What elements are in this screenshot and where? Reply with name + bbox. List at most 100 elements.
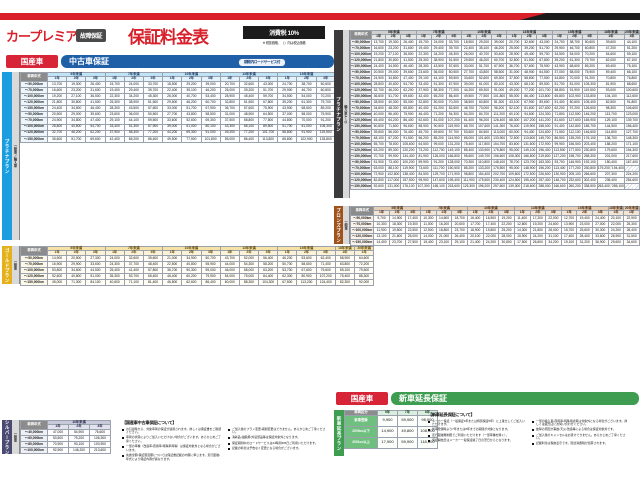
price-cell: 124,400 [315, 279, 336, 287]
plan-gold-table-host: 車両年式 5年未満 7年未満 10年未満 13年未満 15年未満 18年未満 20年未満 1年 2… [20, 245, 375, 287]
plan-silver-name: シルバープラン [5, 419, 10, 455]
price-cell: 45,000 [46, 279, 68, 287]
row-category-label: 2001cc以上 [344, 436, 378, 449]
price-cell: 29,100 [451, 238, 468, 246]
price-cell: 46,800 [162, 279, 183, 287]
price-cell: 49,500 [162, 135, 183, 143]
price-cell: 77,500 [181, 135, 202, 143]
tax-sub-label: ※ 税抜価格、（ ）内は税込価格 [262, 41, 306, 45]
column-term-header: 2年 [566, 34, 583, 40]
table-corner-header: 車両年式 [20, 246, 48, 256]
price-cell: 65,200 [123, 135, 144, 143]
plan-silver-tab: シルバープラン [2, 419, 12, 455]
price-cell: 92,600 [371, 182, 387, 190]
price-cell: 19,100 [560, 238, 578, 246]
table-row: 〜150,000km 70,700 99,900 134,400 81,900 126,0… [349, 152, 640, 160]
table-row: 〜120,000km 32,700 46,200 62,200 37,900 58,300… [349, 86, 640, 94]
plan-bronze: ブロンズプラン 一般車 車両年式 5年未満 7年未満 10年未満 13年未満 15年未満 1… [334, 205, 640, 246]
price-cell: 139,300 [506, 182, 523, 190]
used-car-notes-col1: お引渡時から、対象車両の保証が適用されます。詳しくは保証書をご確認ください。 車両… [122, 427, 222, 463]
plan-bronze-table-host: 車両年式 5年未満 7年未満 10年未満 13年未満 15年未満 18年未満 20年未満 1年 2… [350, 205, 640, 246]
plan-bronze-tab: ブロンズプラン [334, 206, 343, 244]
new-car-banner: 国産車 新車延長保証 [336, 392, 639, 405]
tax-notice: 消費税 10% ※ 税抜価格、（ ）内は税込価格 [243, 26, 325, 45]
price-cell: 23,100 [435, 238, 453, 246]
price-cell: 62,600 [181, 279, 202, 287]
note-item: 新車登録時より7年または8年までの期間が対象となります。 [428, 428, 526, 432]
price-cell: 60,000 [219, 279, 240, 287]
table-row: 〜70,000km 63,000 88,100 119,900 73,600 111,70… [349, 164, 640, 172]
price-cell: 36,900 [592, 238, 609, 246]
price-cell: 59,900 [397, 414, 418, 427]
column-term-header: 3年 [258, 250, 279, 256]
table-row: 〜150,000km 24,400 34,500 46,400 28,300 43,500… [349, 62, 640, 70]
table-row: 〜50,000km 20,500 29,000 39,600 23,600 36,000 5… [349, 68, 640, 76]
price-cell: 69,600 [85, 135, 106, 143]
table-row: 〜50,000km 9,700 14,900 17,400 10,300 14,600 18… [350, 214, 640, 222]
note-item: 保証期間中のロードサービスは24時間365日ご利用いただけます。 [228, 441, 328, 446]
new-car-notes-col1: メーカー保証（一般保証3年または特別保証5年）に上乗せしてご加入いただけます。新… [428, 419, 526, 448]
price-cell: 92,000 [353, 279, 375, 287]
row-category-label: 2000cc以下 [344, 425, 378, 438]
new-car-tab: 新車延長プラン [334, 410, 344, 456]
table-row: 〜100,000km 72,900 102,800 138,400 84,500 129,… [349, 170, 640, 178]
note-item: 車両の状態によりご加入いただけない場合がございます。あらかじめご了承ください。 [122, 435, 222, 443]
roadservice-note: 期間内ロードサービス付 [238, 57, 287, 67]
new-car-badge: 国産車 [336, 392, 388, 405]
table-row: 〜70,000km 16,900 29,900 33,600 24,300 37,700 4… [20, 260, 375, 269]
note-item: 一部の車種（改造車・商用車・特殊車両等）は保証対象外となる場合がございます。 [122, 444, 222, 452]
price-cell: 86,400 [142, 135, 164, 143]
column-term-header: 2年 [296, 250, 317, 256]
price-cell: 71,100 [123, 279, 144, 287]
price-cell: 55,000 [219, 135, 240, 143]
row-mileage-label: 〜100,000km [20, 447, 48, 455]
price-cell: 104,300 [258, 279, 279, 287]
new-car-table-host: 車両区分 5年 7年 8年 新車登録 9,900 59,900 98,000 2000cc以下 1… [344, 410, 438, 456]
note-item: 保証開始日はメーカー一般保証終了日の翌日からとなります。 [428, 438, 526, 443]
price-cell: 131,000 [385, 182, 402, 190]
used-car-notes-col2: ご加入後のプラン変更・期間変更はできません。あらかじめご了承ください。 消耗品・油… [228, 427, 328, 463]
note-item: 記載の料金は予告なく変更となる場合がございます。 [228, 446, 328, 451]
table-row: 〜100,000km 19,200 27,100 36,500 22,300 34,200… [349, 50, 640, 58]
note-item: メーカー保証（一般保証3年または特別保証5年）に上乗せしてご加入いただけます。 [428, 419, 526, 427]
table-row: 新車登録 9,900 59,900 98,000 [344, 414, 438, 427]
column-term-header: 2年 [521, 34, 538, 40]
price-cell: 34,200 [545, 238, 562, 246]
row-category-label: 新車登録 [344, 414, 378, 427]
price-cell: 113,800 [258, 135, 279, 143]
price-cell: 218,600 [521, 182, 538, 190]
table-row: 〜120,000km 82,800 117,000 157,500 95,900 147,… [349, 176, 640, 184]
price-cell: 34,600 [623, 238, 640, 246]
price-cell: 86,400 [200, 279, 221, 287]
price-cell: 9,900 [377, 414, 398, 427]
column-term-header: 3年 [536, 34, 553, 40]
row-mileage-label: 〜150,000km [20, 135, 48, 143]
price-cell: 67,500 [277, 279, 298, 287]
price-cell: 36,600 [46, 135, 68, 143]
price-cell: 101,800 [200, 135, 221, 143]
plan-silver-table-host: 車両年式 10年未満 1年 2年 3年 〜40,000km 47,000 54,900 76,6… [20, 419, 111, 455]
price-cell: 107,300 [415, 182, 432, 190]
table-row: 〜150,000km 36,600 51,700 69,600 42,400 65,200… [20, 135, 375, 143]
column-term-header: 2年 [238, 76, 260, 82]
price-cell: 113,200 [296, 279, 317, 287]
table-row: 〜70,000km 34,600 48,300 65,800 40,400 61,200 8… [349, 104, 640, 112]
used-car-notes-heading: 【国産車中古車保証について】 [122, 420, 177, 425]
price-cell: 71,300 [66, 279, 87, 287]
table-row: 〜60,000km 53,500 75,200 106,300 [20, 434, 111, 443]
price-cell: 65,800 [277, 135, 298, 143]
column-term-header: 1年 [353, 250, 375, 256]
used-car-banner: 国産車 中古車保証 期間内ロードサービス付 [6, 55, 334, 68]
row-mileage-label: 〜150,000km [350, 238, 375, 246]
price-cell: 24,200 [482, 238, 500, 246]
column-term-header: 3年 [89, 424, 111, 430]
price-cell: 17,900 [377, 436, 398, 449]
price-cell: 98,000 [417, 414, 438, 427]
price-cell: 15,400 [420, 238, 437, 246]
column-term-header: 1年 [623, 210, 640, 216]
price-cell: 86,400 [238, 135, 260, 143]
table-row: 〜70,000km 24,900 34,800 47,400 29,100 44,100 5… [20, 117, 375, 125]
table-row: 〜100,000km 92,900 146,200 213,600 [20, 447, 111, 455]
